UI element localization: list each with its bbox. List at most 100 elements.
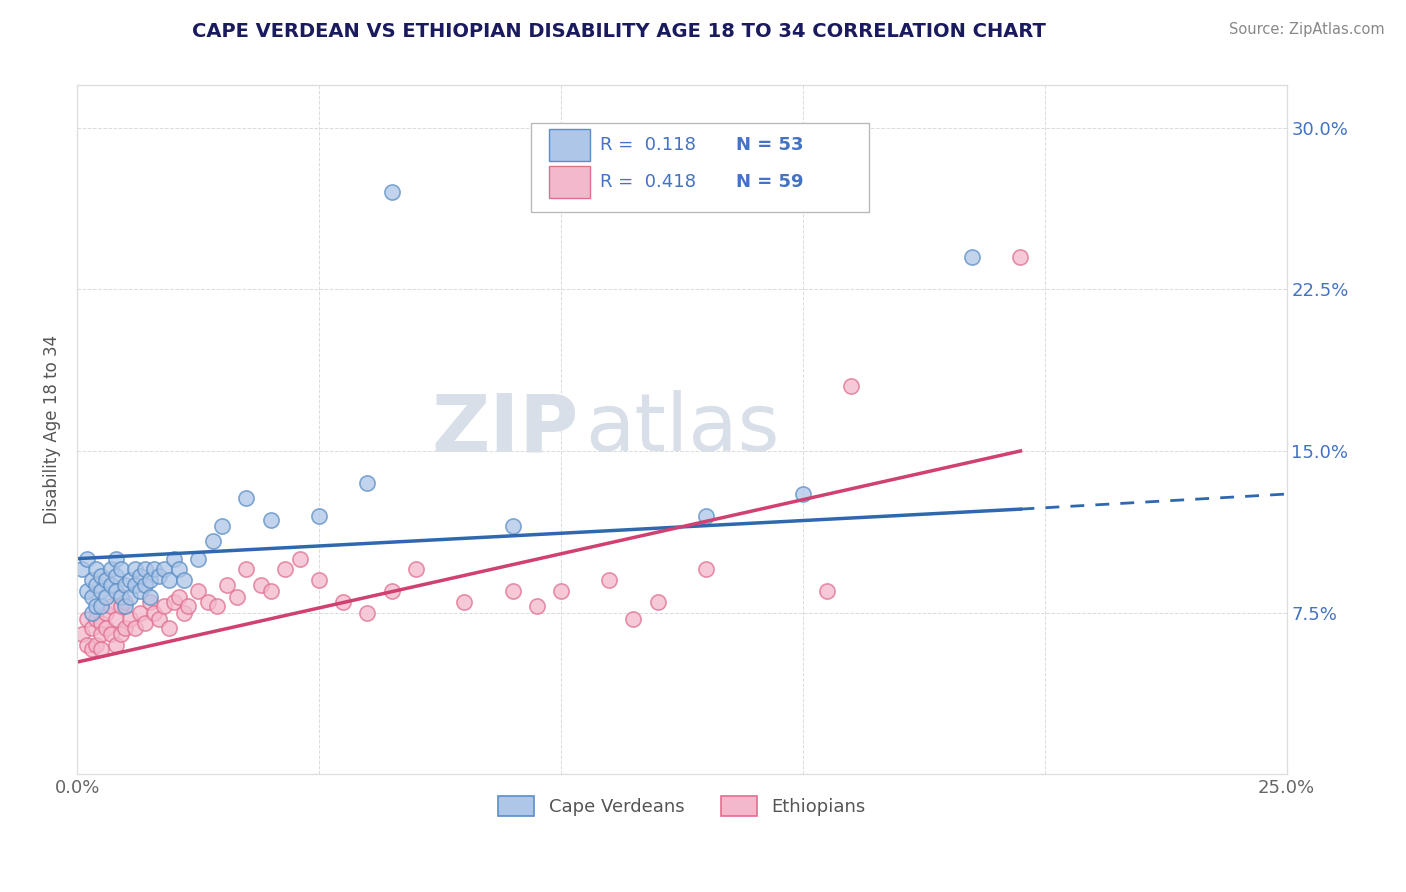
Point [94, 621, 117, 635]
Point [960, 250, 983, 264]
Point [225, 591, 247, 605]
Point [792, 487, 814, 501]
Point [129, 606, 152, 620]
Point [110, 562, 132, 576]
Text: atlas: atlas [585, 391, 779, 468]
Point [70, 627, 93, 641]
Point [380, 584, 402, 599]
Point [129, 584, 152, 599]
Point [100, 562, 122, 576]
Y-axis label: Disability Age 18 to 34: Disability Age 18 to 34 [44, 334, 60, 524]
Point [308, 508, 330, 523]
FancyBboxPatch shape [548, 128, 591, 161]
Point [148, 612, 170, 626]
Point [259, 584, 281, 599]
FancyBboxPatch shape [530, 122, 869, 212]
Point [90, 627, 112, 641]
Point [201, 534, 224, 549]
Point [76, 584, 98, 599]
Text: N = 53: N = 53 [737, 136, 804, 153]
Point [124, 577, 146, 591]
Point [250, 577, 273, 591]
Point [76, 638, 98, 652]
Point [86, 562, 108, 576]
Point [114, 621, 136, 635]
Point [80, 591, 103, 605]
Point [815, 584, 838, 599]
Point [104, 569, 127, 583]
Point [94, 591, 117, 605]
Point [308, 573, 330, 587]
Point [187, 551, 209, 566]
Point [70, 562, 93, 576]
Point [94, 606, 117, 620]
Point [76, 551, 98, 566]
Point [90, 584, 112, 599]
Point [80, 606, 103, 620]
Point [197, 595, 219, 609]
Point [138, 595, 160, 609]
Point [104, 638, 127, 652]
Point [217, 577, 239, 591]
Point [550, 175, 572, 189]
Point [80, 642, 103, 657]
Point [114, 599, 136, 613]
Point [110, 599, 132, 613]
Point [332, 595, 354, 609]
Point [124, 562, 146, 576]
Point [104, 612, 127, 626]
Point [207, 599, 229, 613]
Point [148, 569, 170, 583]
Point [177, 599, 200, 613]
Point [110, 591, 132, 605]
Point [90, 642, 112, 657]
Point [90, 616, 112, 631]
Point [288, 551, 311, 566]
Point [100, 627, 122, 641]
Point [157, 573, 180, 587]
Point [120, 612, 142, 626]
Point [380, 186, 402, 200]
Point [114, 577, 136, 591]
Point [405, 562, 427, 576]
Point [80, 621, 103, 635]
Point [173, 573, 195, 587]
Point [76, 612, 98, 626]
Point [86, 577, 108, 591]
Point [86, 638, 108, 652]
Point [167, 562, 190, 576]
Legend: Cape Verdeans, Ethiopians: Cape Verdeans, Ethiopians [491, 789, 873, 823]
Point [647, 595, 669, 609]
Point [134, 577, 156, 591]
Point [695, 562, 717, 576]
Point [598, 573, 620, 587]
Point [839, 379, 862, 393]
Point [173, 606, 195, 620]
Point [104, 584, 127, 599]
Point [356, 606, 378, 620]
Point [86, 599, 108, 613]
Point [134, 616, 156, 631]
Point [235, 562, 257, 576]
Point [114, 595, 136, 609]
FancyBboxPatch shape [548, 166, 591, 198]
Point [274, 562, 297, 576]
Point [356, 476, 378, 491]
Point [187, 584, 209, 599]
Text: Source: ZipAtlas.com: Source: ZipAtlas.com [1229, 22, 1385, 37]
Text: ZIP: ZIP [432, 391, 579, 468]
Point [502, 584, 524, 599]
Point [90, 599, 112, 613]
Text: R =  0.418: R = 0.418 [599, 173, 696, 191]
Point [94, 573, 117, 587]
Point [143, 606, 166, 620]
Point [163, 595, 186, 609]
Point [153, 599, 176, 613]
Point [90, 569, 112, 583]
Point [623, 612, 645, 626]
Point [100, 599, 122, 613]
Point [157, 621, 180, 635]
Point [502, 519, 524, 533]
Point [86, 612, 108, 626]
Point [153, 562, 176, 576]
